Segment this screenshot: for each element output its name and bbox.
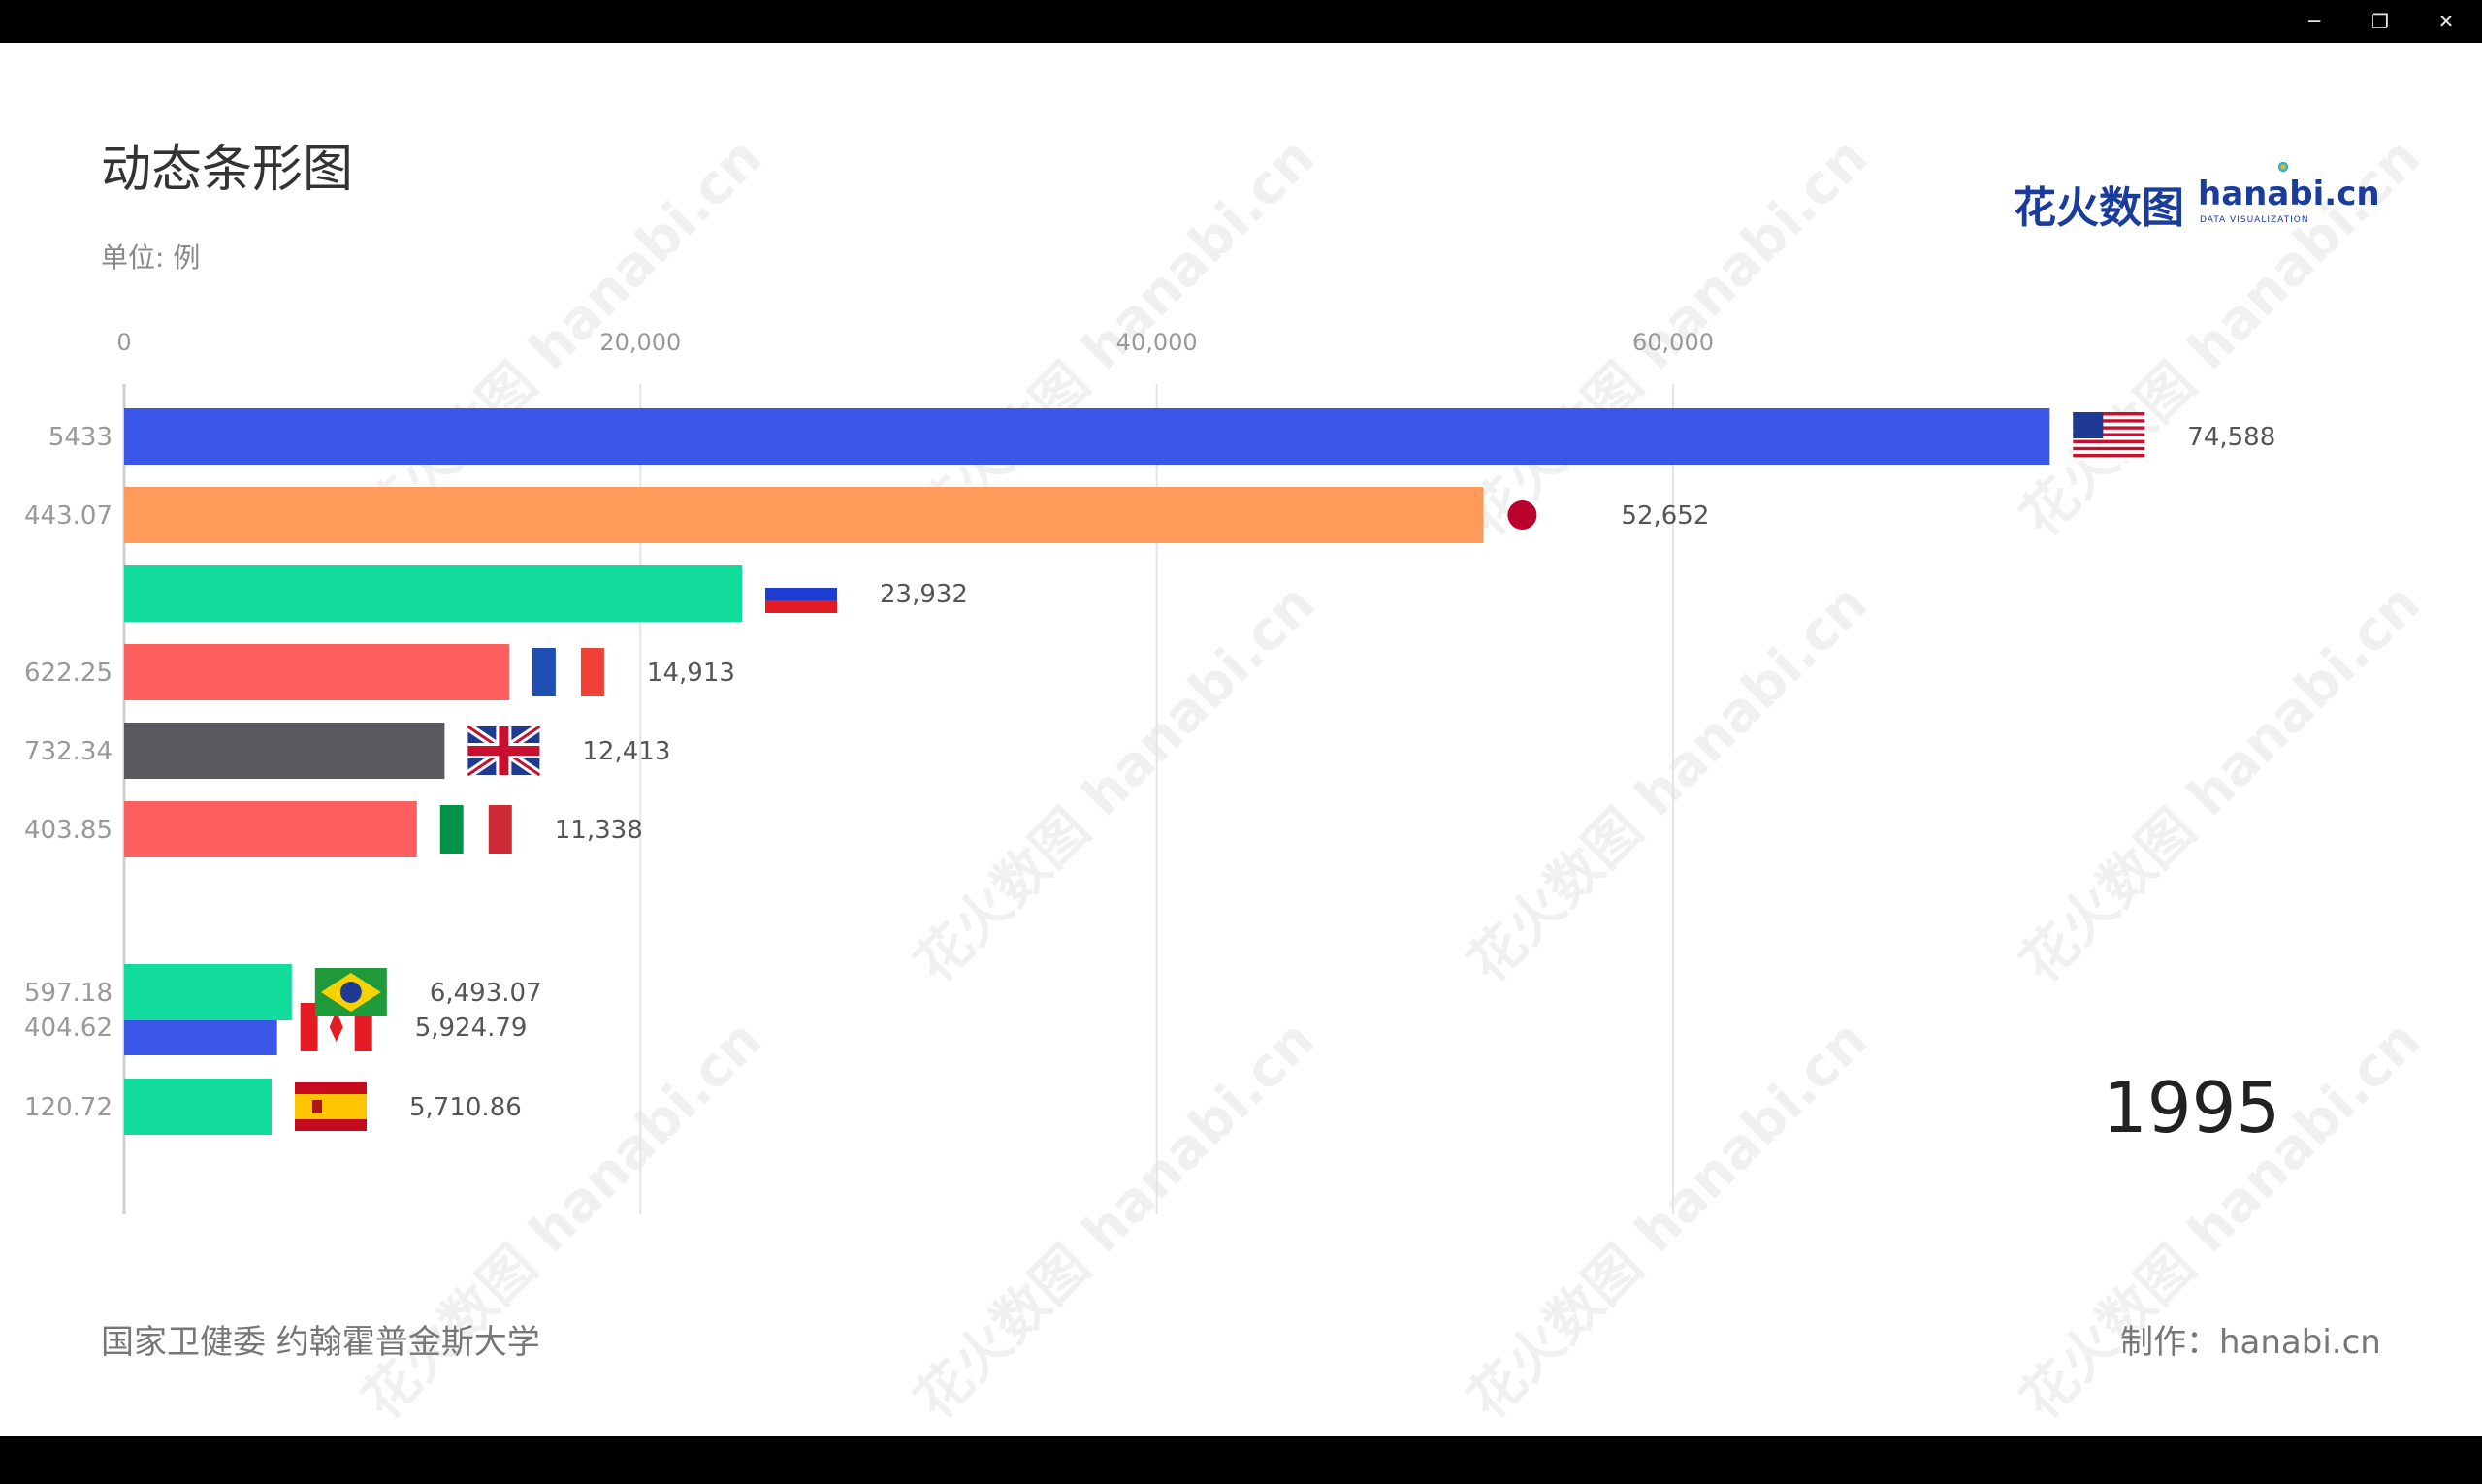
unit-label: 单位: 例 — [101, 242, 201, 274]
x-tick-label: 0 — [116, 329, 131, 356]
bar-italy — [124, 801, 417, 857]
value-label-russia: 23,932 — [880, 580, 968, 609]
window-titlebar: ─ ❐ ✕ — [0, 0, 2482, 43]
bar-usa — [124, 408, 2050, 465]
chart-title: 动态条形图 — [101, 141, 354, 199]
italy-flag-icon — [439, 805, 512, 854]
logo-subtitle: DATA VISUALIZATION — [2200, 215, 2309, 225]
year-indicator: 1995 — [2103, 1067, 2281, 1148]
x-tick-label: 60,000 — [1632, 329, 1714, 356]
bar-chart: 0 20,000 40,000 60,000 74,588 5433 52,652 443.0… — [24, 329, 2275, 1214]
logo-spark-icon — [2277, 161, 2289, 173]
france-flag-icon — [532, 648, 604, 696]
value-label-canada: 5,924.79 — [415, 1014, 528, 1043]
japan-flag-icon — [1507, 500, 1537, 530]
side-label-france: 622.25 — [24, 659, 113, 688]
brazil-flag-icon — [314, 968, 387, 1016]
value-label-spain: 5,710.86 — [409, 1093, 522, 1122]
side-label-usa: 5433 — [48, 423, 113, 452]
value-label-france: 14,913 — [647, 659, 735, 688]
value-label-usa: 74,588 — [2187, 423, 2275, 452]
bar-japan — [124, 487, 1484, 543]
side-label-spain: 120.72 — [24, 1093, 113, 1122]
value-label-uk: 12,413 — [582, 737, 670, 766]
value-label-brazil: 6,493.07 — [430, 979, 542, 1008]
logo-text-cn: 花火数图 — [2014, 183, 2184, 233]
data-source: 国家卫健委 约翰霍普金斯大学 — [101, 1323, 540, 1362]
minimize-button[interactable]: ─ — [2307, 10, 2321, 33]
bottom-bar — [0, 1436, 2482, 1484]
value-label-italy: 11,338 — [555, 816, 643, 845]
x-tick-label: 40,000 — [1116, 329, 1198, 356]
restore-button[interactable]: ❐ — [2371, 10, 2389, 33]
bar-russia — [124, 565, 742, 622]
chart-credit: 制作：hanabi.cn — [2120, 1323, 2381, 1362]
chart-stage: 花火数图 hanabi.cn 花火数图 hanabi.cn 花火数图 hanabi.… — [0, 43, 2482, 1436]
close-button[interactable]: ✕ — [2437, 10, 2455, 33]
bar-spain — [124, 1079, 273, 1135]
logo-text-en: hanabi.cn — [2198, 175, 2380, 213]
uk-flag-icon — [465, 723, 542, 779]
side-label-japan: 443.07 — [24, 501, 113, 531]
value-label-japan: 52,652 — [1621, 501, 1709, 531]
side-label-brazil: 597.18 — [24, 979, 113, 1008]
spain-flag-icon — [295, 1082, 368, 1131]
side-label-uk: 732.34 — [24, 737, 113, 766]
usa-flag-icon — [2073, 412, 2145, 461]
bar-france — [124, 644, 509, 700]
side-label-canada: 404.62 — [24, 1014, 113, 1043]
x-tick-label: 20,000 — [599, 329, 681, 356]
bar-uk — [124, 723, 445, 779]
russia-flag-icon — [764, 575, 837, 613]
bar-brazil — [124, 964, 292, 1020]
side-label-italy: 403.85 — [24, 816, 113, 845]
